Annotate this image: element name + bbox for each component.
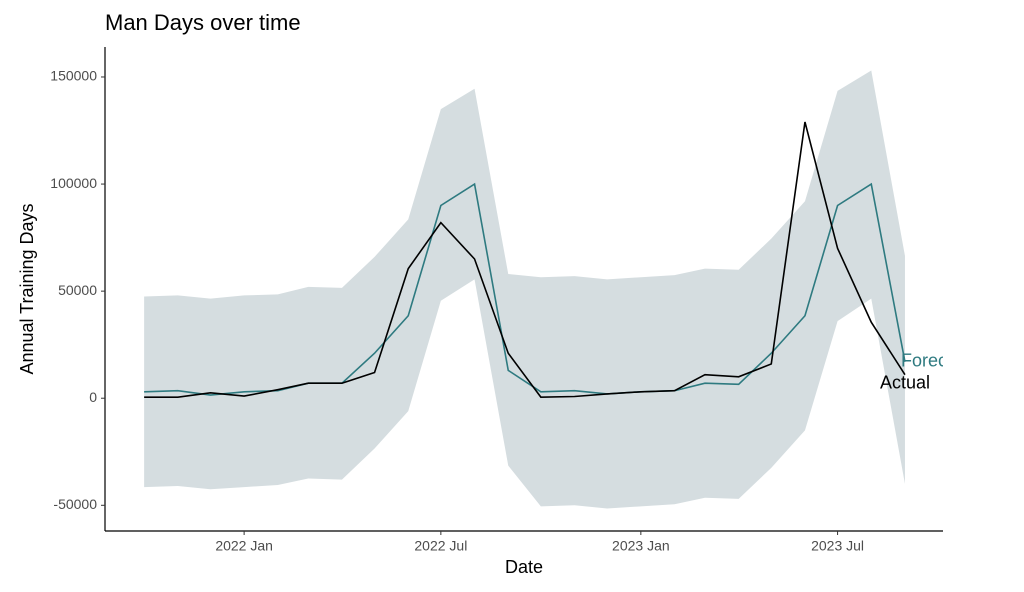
x-tick-label: 2023 Jul: [811, 538, 864, 554]
y-tick-label: 50000: [58, 282, 97, 298]
series-end-label: Forecast: [901, 351, 971, 371]
x-tick-label: 2023 Jan: [612, 538, 670, 554]
x-tick-label: 2022 Jul: [414, 538, 467, 554]
x-axis-title: Date: [505, 557, 543, 577]
chart-title: Man Days over time: [105, 10, 301, 35]
x-tick-label: 2022 Jan: [215, 538, 273, 554]
series-end-label: Actual: [880, 372, 930, 392]
y-tick-label: 150000: [50, 68, 97, 84]
y-tick-label: -50000: [53, 496, 97, 512]
y-tick-label: 0: [89, 389, 97, 405]
y-axis-title: Annual Training Days: [17, 203, 37, 374]
y-tick-label: 100000: [50, 175, 97, 191]
forecast-band: [144, 70, 905, 509]
series-line: [144, 121, 906, 398]
